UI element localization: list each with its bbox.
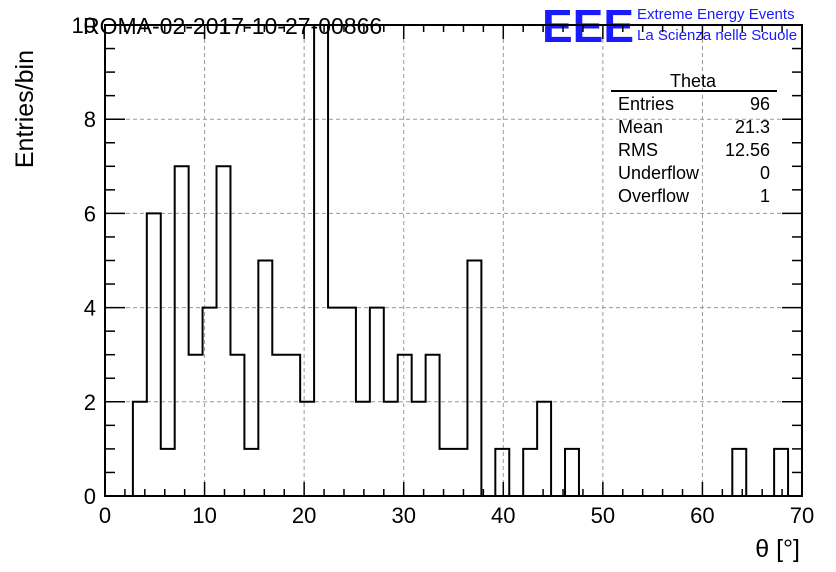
- histogram-bin: [732, 449, 746, 496]
- histogram-bin: [258, 261, 272, 497]
- eee-logo-line1: Extreme Energy Events: [637, 6, 795, 23]
- stats-row-value: 0: [760, 163, 770, 183]
- histogram-bin: [272, 355, 286, 496]
- histogram-bin: [230, 355, 244, 496]
- x-tick-label: 20: [292, 503, 316, 528]
- histogram-bin: [314, 25, 328, 496]
- grid: [105, 25, 802, 496]
- histogram-bin: [565, 449, 579, 496]
- stats-row-label: Mean: [618, 117, 663, 137]
- histogram-bin: [203, 308, 217, 496]
- histogram-bin: [495, 449, 509, 496]
- histogram-bin: [398, 355, 412, 496]
- histogram-bin: [356, 402, 370, 496]
- y-tick-label: 8: [84, 107, 96, 132]
- stats-row-value: 21.3: [735, 117, 770, 137]
- histogram-bin: [286, 355, 300, 496]
- x-axis-label: θ [°]: [755, 535, 800, 563]
- histogram: [105, 24, 802, 497]
- histogram-bin: [537, 402, 551, 496]
- histogram-bin: [328, 308, 342, 496]
- stats-box-title: Theta: [670, 71, 717, 91]
- x-tick-label: 60: [690, 503, 714, 528]
- histogram-bin: [147, 213, 161, 496]
- y-tick-label: 0: [84, 484, 96, 509]
- histogram-bin: [161, 449, 175, 496]
- stats-row-label: Underflow: [618, 163, 700, 183]
- stats-row-value: 12.56: [725, 140, 770, 160]
- histogram-bin: [370, 308, 384, 496]
- y-tick-label: 2: [84, 390, 96, 415]
- histogram-bin: [300, 402, 314, 496]
- stats-rows: Entries 96 Mean 21.3 RMS 12.56 Underflow 0 Overf…: [618, 94, 770, 206]
- histogram-bin: [454, 449, 468, 496]
- stats-row-value: 1: [760, 186, 770, 206]
- histogram-bin: [217, 166, 231, 496]
- histogram-bin: [523, 449, 537, 496]
- histogram-bin: [440, 449, 454, 496]
- x-tick-label: 30: [391, 503, 415, 528]
- x-tick-label: 70: [790, 503, 814, 528]
- stats-row-label: Overflow: [618, 186, 690, 206]
- y-tick-label: 6: [84, 201, 96, 226]
- stats-row-value: 96: [750, 94, 770, 114]
- stats-box: Theta Entries 96 Mean 21.3 RMS 12.56 Underflow…: [611, 71, 777, 206]
- x-tick-label: 10: [192, 503, 216, 528]
- histogram-bin: [133, 402, 147, 496]
- y-tick-label: 10: [72, 13, 96, 38]
- x-tick-label: 50: [591, 503, 615, 528]
- histogram-bin: [342, 308, 356, 496]
- stats-row-label: RMS: [618, 140, 658, 160]
- y-tick-label: 4: [84, 296, 96, 321]
- histogram-bin: [244, 449, 258, 496]
- y-axis-label: Entries/bin: [11, 50, 39, 168]
- x-tick-label: 40: [491, 503, 515, 528]
- histogram-bin: [189, 355, 203, 496]
- histogram-bin: [175, 166, 189, 496]
- stats-row-label: Entries: [618, 94, 674, 114]
- histogram-bin: [774, 449, 788, 496]
- histogram-bin: [412, 402, 426, 496]
- histogram-bin: [467, 261, 481, 497]
- histogram-bin: [426, 355, 440, 496]
- eee-logo-line2: La Scienza nelle Scuole: [637, 27, 797, 44]
- histogram-bin: [384, 402, 398, 496]
- x-tick-label: 0: [99, 503, 111, 528]
- axis-ticks: [104, 24, 803, 497]
